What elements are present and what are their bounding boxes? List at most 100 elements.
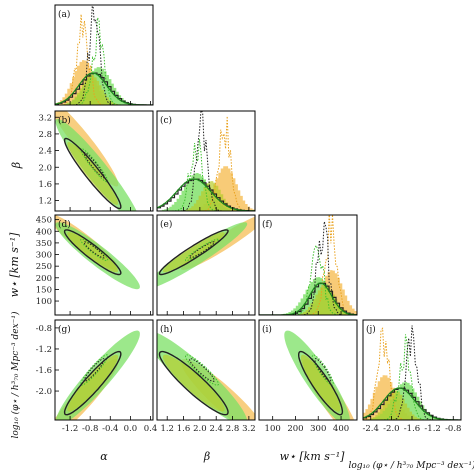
y-tick-label: 250 — [36, 262, 52, 272]
contour-olive-fill — [67, 354, 118, 412]
y-tick-label: 2.8 — [38, 130, 52, 140]
contour-green-fill — [55, 118, 137, 211]
x-tick-label: 0.0 — [124, 424, 138, 434]
contour-green-dotted — [311, 354, 334, 386]
panel-frame — [156, 319, 256, 421]
y-axis-label-beta: β — [10, 162, 23, 169]
contour-black-solid — [158, 229, 229, 276]
y-tick-label: 300 — [36, 251, 52, 261]
x-axis-label-logphi: log₁₀ (φ⋆ / h³₇₀ Mpc⁻³ dex⁻¹) — [348, 460, 474, 471]
panel-frame — [54, 110, 154, 212]
y-tick-label: -0.8 — [36, 324, 52, 334]
marginal-olive-fill — [157, 181, 255, 211]
contour-green-dotted — [80, 354, 109, 386]
x-tick-label: -2.4 — [363, 424, 379, 434]
panel-label: (c) — [160, 115, 172, 126]
x-tick-label: -1.2 — [62, 424, 78, 434]
y-axis-label-logphi: log₁₀ (φ⋆ / h³₇₀ Mpc⁻³ dex⁻¹) — [10, 311, 21, 439]
y-tick-label: 200 — [36, 274, 52, 284]
y-tick-label: -2.0 — [36, 387, 52, 397]
contour-green-dotted — [185, 238, 219, 262]
panel-c: (c) — [156, 110, 256, 212]
panel-frame — [54, 214, 154, 316]
panel-label: (a) — [58, 9, 70, 20]
panel-g: (g) -1.2 -0.8 -0.4 0.0 0.4 -2.0 -1.6 -1.2 -0.8 — [36, 319, 158, 434]
contour-black-solid — [63, 137, 122, 210]
panel-f: (f) — [258, 214, 358, 316]
contour-black-solid — [158, 350, 229, 416]
x-tick-label: 3.2 — [242, 424, 256, 434]
x-tick-label: 300 — [310, 424, 326, 434]
x-tick-label: 2.8 — [226, 424, 240, 434]
panel-frame — [258, 319, 358, 421]
y-tick-label: 450 — [36, 216, 52, 226]
panel-frame — [156, 214, 256, 316]
y-tick-label: 1.2 — [38, 197, 52, 207]
y-tick-label: -1.2 — [36, 345, 52, 355]
x-tick-label: 2.4 — [209, 424, 223, 434]
marginal-smooth-curve — [157, 178, 255, 211]
panel-label: (b) — [58, 115, 71, 126]
y-tick-label: 400 — [36, 227, 52, 237]
contour-olive-fill — [162, 354, 225, 412]
y-tick-label: -1.6 — [36, 366, 52, 376]
x-tick-label: 200 — [287, 424, 303, 434]
contour-olive-fill — [300, 354, 341, 412]
x-tick-label: -2.0 — [383, 424, 399, 434]
panel-label: (d) — [58, 219, 71, 230]
x-tick-label: -0.4 — [102, 424, 118, 434]
panel-label: (g) — [58, 324, 71, 335]
x-tick-label: -1.6 — [404, 424, 420, 434]
panel-frame — [54, 4, 154, 106]
y-tick-label: 150 — [36, 285, 52, 295]
contour-black-dotted — [314, 358, 332, 382]
marginal-orange-dotted — [157, 116, 255, 211]
marginal-black-dotted — [157, 111, 255, 211]
x-tick-label: -0.8 — [445, 424, 461, 434]
x-tick-label: 1.2 — [160, 424, 174, 434]
panel-b: (b) 1.2 1.6 2.0 2.4 2.8 3.2 — [38, 110, 154, 212]
contour-black-dotted — [189, 358, 215, 382]
y-tick-label: 1.6 — [38, 180, 52, 190]
x-axis-label-wstar: w⋆ [km s⁻¹] — [280, 450, 346, 463]
panels-layer: (a)(b)1.21.62.02.42.83.2 (c)(d)1001502002… — [36, 4, 462, 434]
x-tick-label: 2.0 — [193, 424, 207, 434]
y-tick-label: 2.4 — [38, 147, 52, 157]
marginal-black-dotted — [363, 325, 461, 420]
contour-black-solid — [298, 350, 344, 416]
panel-label: (i) — [262, 324, 272, 335]
contour-black-dotted — [83, 241, 105, 259]
x-tick-label: -0.8 — [82, 424, 98, 434]
contour-green-dotted — [185, 354, 219, 386]
panel-label: (h) — [160, 324, 173, 335]
x-tick-label: 100 — [265, 424, 281, 434]
panel-h: (h) 1.2 1.6 2.0 2.4 2.8 3.2 — [156, 319, 256, 434]
marginal-orange-fill — [157, 166, 255, 211]
contour-green-dotted — [80, 147, 109, 183]
contour-green-fill — [157, 332, 248, 420]
labels-layer: α β w⋆ [km s⁻¹] log₁₀ (φ⋆ / h³₇₀ Mpc⁻³ d… — [8, 162, 474, 471]
panel-a: (a) — [54, 4, 154, 106]
marginal-smooth-curve — [259, 282, 357, 315]
contour-black-solid — [63, 229, 122, 276]
panel-e: (e) — [156, 214, 256, 316]
y-tick-label: 100 — [36, 297, 52, 307]
panel-j: (j) -2.4 -2.0 -1.6 -1.2 -0.8 — [362, 319, 462, 434]
panel-frame — [258, 214, 358, 316]
panel-label: (j) — [366, 324, 376, 335]
y-axis-label-wstar: w⋆ [km s⁻¹] — [8, 232, 21, 298]
contour-black-dotted — [83, 152, 105, 179]
marginal-olive-fill — [55, 75, 153, 105]
panel-label: (f) — [262, 219, 272, 230]
contour-green-dotted — [80, 238, 109, 262]
contour-black-solid — [63, 350, 122, 416]
contour-black-dotted — [189, 241, 215, 259]
x-tick-label: 0.4 — [144, 424, 158, 434]
panel-frame — [156, 110, 256, 212]
x-tick-label: 1.6 — [177, 424, 191, 434]
y-tick-label: 2.0 — [38, 163, 52, 173]
x-tick-label: 400 — [333, 424, 349, 434]
contour-olive-fill — [67, 142, 118, 205]
x-tick-label: -1.2 — [424, 424, 440, 434]
